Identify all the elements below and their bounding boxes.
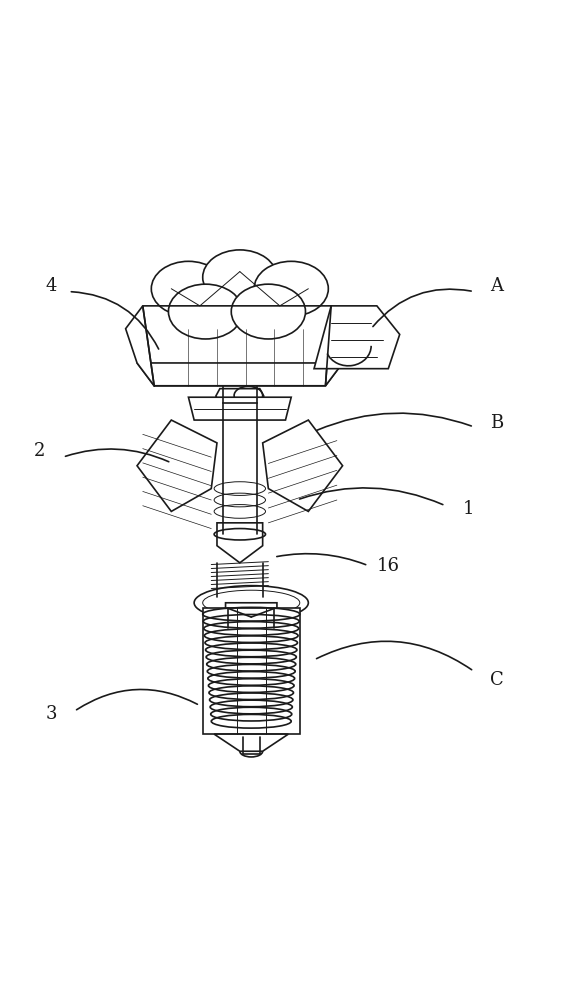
Polygon shape [203, 608, 300, 734]
Ellipse shape [194, 586, 308, 620]
Text: 3: 3 [46, 705, 57, 723]
Text: 16: 16 [377, 557, 400, 575]
Text: B: B [490, 414, 504, 432]
Ellipse shape [254, 261, 328, 316]
Polygon shape [263, 420, 343, 511]
Polygon shape [325, 306, 354, 386]
Ellipse shape [151, 261, 226, 316]
Text: 1: 1 [463, 500, 474, 518]
Ellipse shape [168, 284, 243, 339]
Text: 4: 4 [46, 277, 57, 295]
Ellipse shape [203, 250, 277, 305]
Polygon shape [214, 734, 288, 751]
Polygon shape [137, 363, 343, 386]
Ellipse shape [231, 284, 305, 339]
Polygon shape [188, 397, 291, 420]
Polygon shape [216, 389, 264, 403]
Polygon shape [137, 420, 217, 511]
Text: C: C [490, 671, 504, 689]
Text: A: A [490, 277, 503, 295]
Polygon shape [226, 603, 277, 637]
Polygon shape [217, 523, 263, 563]
Text: 2: 2 [34, 442, 46, 460]
Polygon shape [314, 306, 400, 369]
Polygon shape [126, 306, 154, 386]
